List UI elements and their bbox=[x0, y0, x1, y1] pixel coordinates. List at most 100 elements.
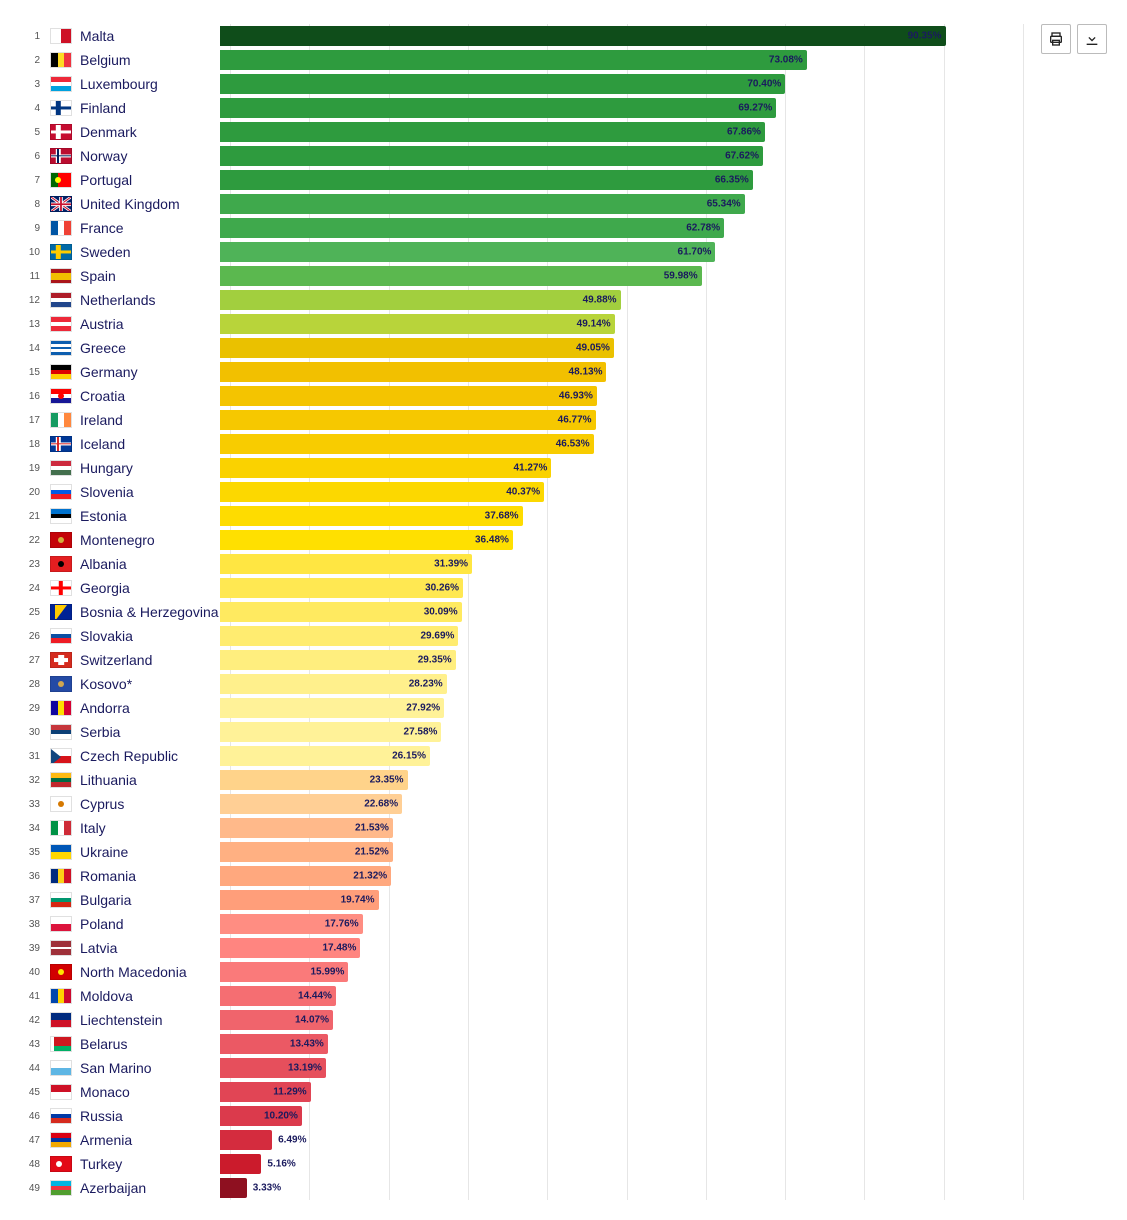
bar[interactable]: 49.05% bbox=[220, 338, 614, 358]
country-label[interactable]: Estonia bbox=[80, 508, 220, 524]
bar[interactable]: 6.49% bbox=[220, 1130, 272, 1150]
bar[interactable]: 21.32% bbox=[220, 866, 391, 886]
country-label[interactable]: Norway bbox=[80, 148, 220, 164]
country-label[interactable]: San Marino bbox=[80, 1060, 220, 1076]
bar[interactable]: 62.78% bbox=[220, 218, 724, 238]
country-label[interactable]: Czech Republic bbox=[80, 748, 220, 764]
country-label[interactable]: Serbia bbox=[80, 724, 220, 740]
bar[interactable]: 21.53% bbox=[220, 818, 393, 838]
bar[interactable]: 23.35% bbox=[220, 770, 408, 790]
bar[interactable]: 10.20% bbox=[220, 1106, 302, 1126]
country-label[interactable]: Finland bbox=[80, 100, 220, 116]
bar[interactable]: 31.39% bbox=[220, 554, 472, 574]
bar[interactable]: 29.35% bbox=[220, 650, 456, 670]
bar[interactable]: 90.35% bbox=[220, 26, 946, 46]
bar[interactable]: 37.68% bbox=[220, 506, 523, 526]
country-label[interactable]: Iceland bbox=[80, 436, 220, 452]
bar[interactable]: 49.14% bbox=[220, 314, 615, 334]
bar[interactable]: 40.37% bbox=[220, 482, 544, 502]
country-label[interactable]: Italy bbox=[80, 820, 220, 836]
country-label[interactable]: Bulgaria bbox=[80, 892, 220, 908]
bar[interactable]: 67.62% bbox=[220, 146, 763, 166]
country-label[interactable]: Ireland bbox=[80, 412, 220, 428]
country-label[interactable]: Montenegro bbox=[80, 532, 220, 548]
country-label[interactable]: Cyprus bbox=[80, 796, 220, 812]
bar[interactable]: 46.53% bbox=[220, 434, 594, 454]
country-label[interactable]: Germany bbox=[80, 364, 220, 380]
bar[interactable]: 14.44% bbox=[220, 986, 336, 1006]
bar[interactable]: 26.15% bbox=[220, 746, 430, 766]
country-label[interactable]: Bosnia & Herzegovina bbox=[80, 604, 220, 620]
country-label[interactable]: Liechtenstein bbox=[80, 1012, 220, 1028]
country-label[interactable]: Croatia bbox=[80, 388, 220, 404]
bar[interactable]: 48.13% bbox=[220, 362, 606, 382]
bar[interactable]: 5.16% bbox=[220, 1154, 261, 1174]
bar[interactable]: 65.34% bbox=[220, 194, 745, 214]
bar[interactable]: 21.52% bbox=[220, 842, 393, 862]
bar[interactable]: 70.40% bbox=[220, 74, 785, 94]
country-label[interactable]: Russia bbox=[80, 1108, 220, 1124]
country-label[interactable]: Belarus bbox=[80, 1036, 220, 1052]
country-label[interactable]: Belgium bbox=[80, 52, 220, 68]
bar[interactable]: 22.68% bbox=[220, 794, 402, 814]
country-label[interactable]: Monaco bbox=[80, 1084, 220, 1100]
country-label[interactable]: North Macedonia bbox=[80, 964, 220, 980]
bar[interactable]: 13.19% bbox=[220, 1058, 326, 1078]
country-label[interactable]: Hungary bbox=[80, 460, 220, 476]
bar[interactable]: 69.27% bbox=[220, 98, 776, 118]
bar[interactable]: 46.77% bbox=[220, 410, 596, 430]
bar[interactable]: 49.88% bbox=[220, 290, 621, 310]
bar[interactable]: 29.69% bbox=[220, 626, 458, 646]
country-label[interactable]: Malta bbox=[80, 28, 220, 44]
country-label[interactable]: Poland bbox=[80, 916, 220, 932]
country-label[interactable]: Azerbaijan bbox=[80, 1180, 220, 1196]
bar[interactable]: 30.26% bbox=[220, 578, 463, 598]
print-button[interactable] bbox=[1041, 24, 1071, 54]
bar[interactable]: 14.07% bbox=[220, 1010, 333, 1030]
bar[interactable]: 59.98% bbox=[220, 266, 702, 286]
bar[interactable]: 27.58% bbox=[220, 722, 441, 742]
country-label[interactable]: Latvia bbox=[80, 940, 220, 956]
bar[interactable]: 17.48% bbox=[220, 938, 360, 958]
country-label[interactable]: Georgia bbox=[80, 580, 220, 596]
country-label[interactable]: Kosovo* bbox=[80, 676, 220, 692]
country-label[interactable]: Slovakia bbox=[80, 628, 220, 644]
bar[interactable]: 61.70% bbox=[220, 242, 715, 262]
bar[interactable]: 19.74% bbox=[220, 890, 379, 910]
country-label[interactable]: Lithuania bbox=[80, 772, 220, 788]
bar[interactable]: 41.27% bbox=[220, 458, 551, 478]
country-label[interactable]: Turkey bbox=[80, 1156, 220, 1172]
bar[interactable]: 46.93% bbox=[220, 386, 597, 406]
country-label[interactable]: Ukraine bbox=[80, 844, 220, 860]
country-label[interactable]: Spain bbox=[80, 268, 220, 284]
country-label[interactable]: Switzerland bbox=[80, 652, 220, 668]
country-label[interactable]: Armenia bbox=[80, 1132, 220, 1148]
country-label[interactable]: France bbox=[80, 220, 220, 236]
country-label[interactable]: Sweden bbox=[80, 244, 220, 260]
country-label[interactable]: Albania bbox=[80, 556, 220, 572]
country-label[interactable]: Denmark bbox=[80, 124, 220, 140]
bar[interactable]: 28.23% bbox=[220, 674, 447, 694]
bar[interactable]: 3.33% bbox=[220, 1178, 247, 1198]
bar[interactable]: 73.08% bbox=[220, 50, 807, 70]
country-label[interactable]: Austria bbox=[80, 316, 220, 332]
bar[interactable]: 17.76% bbox=[220, 914, 363, 934]
country-label[interactable]: Andorra bbox=[80, 700, 220, 716]
download-button[interactable] bbox=[1077, 24, 1107, 54]
country-label[interactable]: Portugal bbox=[80, 172, 220, 188]
country-label[interactable]: Romania bbox=[80, 868, 220, 884]
bar[interactable]: 36.48% bbox=[220, 530, 513, 550]
country-label[interactable]: Slovenia bbox=[80, 484, 220, 500]
country-label[interactable]: United Kingdom bbox=[80, 196, 220, 212]
country-label[interactable]: Luxembourg bbox=[80, 76, 220, 92]
bar[interactable]: 13.43% bbox=[220, 1034, 328, 1054]
bar[interactable]: 30.09% bbox=[220, 602, 462, 622]
bar[interactable]: 66.35% bbox=[220, 170, 753, 190]
bar[interactable]: 67.86% bbox=[220, 122, 765, 142]
bar[interactable]: 27.92% bbox=[220, 698, 444, 718]
country-label[interactable]: Greece bbox=[80, 340, 220, 356]
bar[interactable]: 11.29% bbox=[220, 1082, 311, 1102]
country-label[interactable]: Netherlands bbox=[80, 292, 220, 308]
bar[interactable]: 15.99% bbox=[220, 962, 348, 982]
country-label[interactable]: Moldova bbox=[80, 988, 220, 1004]
